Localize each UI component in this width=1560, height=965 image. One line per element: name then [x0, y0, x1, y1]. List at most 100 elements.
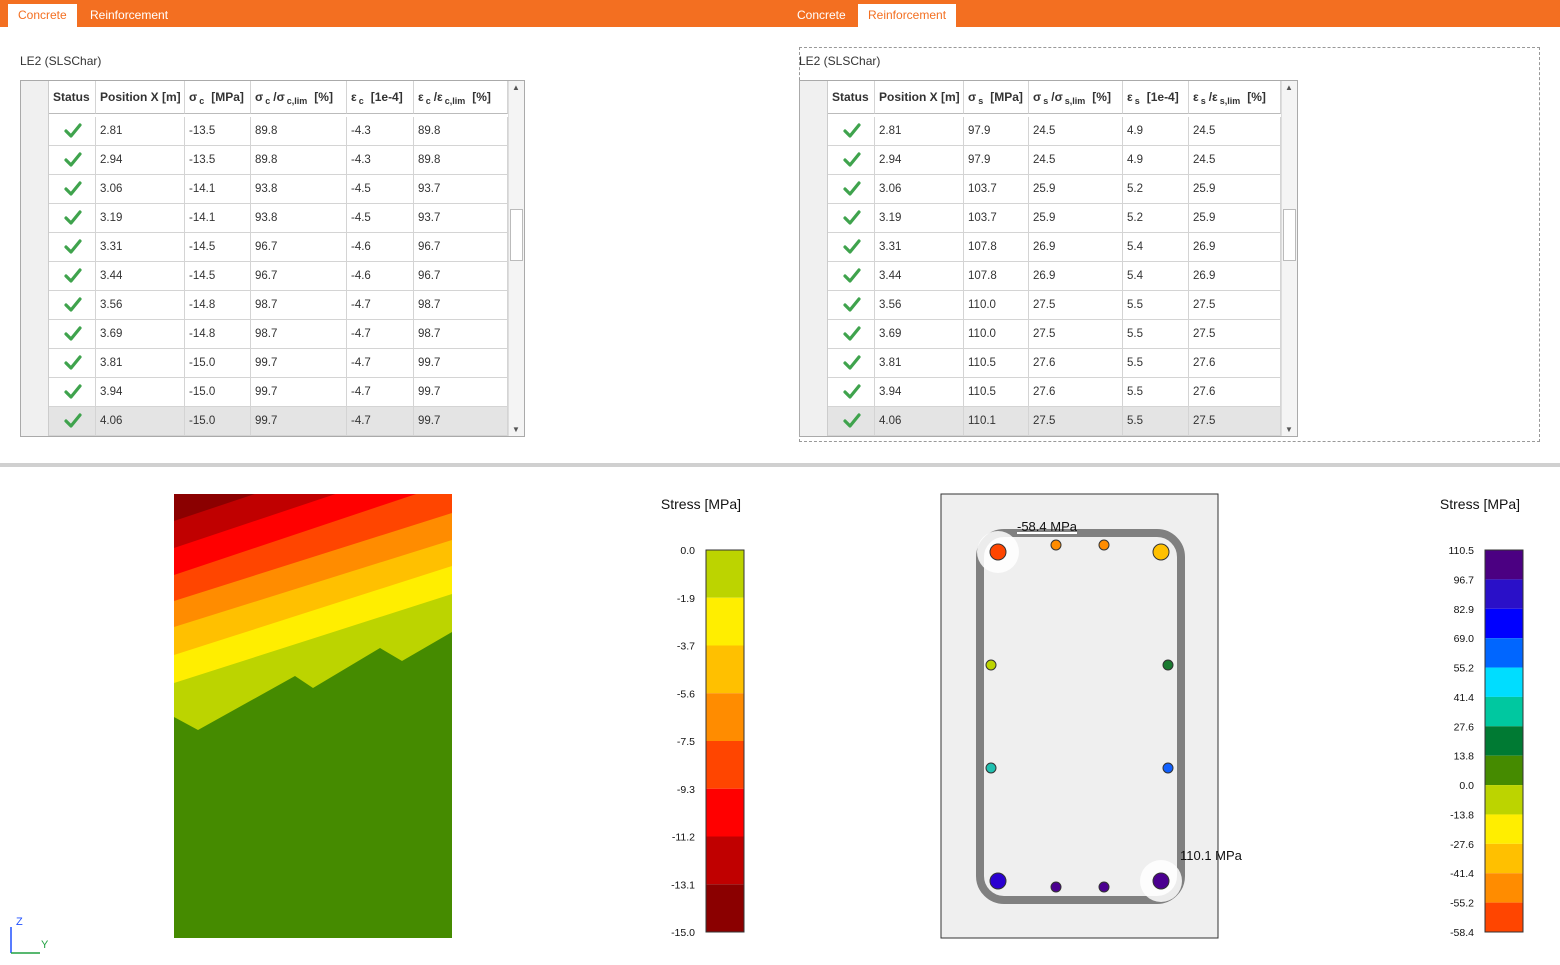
header-text: Status	[53, 90, 90, 104]
header-text: Status	[832, 90, 869, 104]
table-cell: -4.7	[347, 320, 414, 349]
rebar[interactable]	[1162, 659, 1174, 671]
column-header[interactable]: Status	[49, 81, 96, 114]
table-cell: 110.1	[964, 407, 1029, 436]
rebar[interactable]	[1098, 881, 1110, 893]
status-cell	[49, 233, 96, 262]
status-ok-icon	[64, 210, 82, 225]
scroll-thumb[interactable]	[510, 209, 523, 261]
table-cell: 96.7	[414, 233, 508, 262]
splitter[interactable]	[0, 463, 1560, 467]
rebar[interactable]	[1098, 539, 1110, 551]
status-cell	[828, 407, 875, 436]
status-cell	[828, 204, 875, 233]
rebar[interactable]	[985, 762, 997, 774]
scroll-up[interactable]: ▲	[512, 83, 520, 92]
tab[interactable]: Reinforcement	[858, 4, 957, 27]
table-cell: 93.7	[414, 175, 508, 204]
legend-label: 13.8	[1454, 751, 1475, 763]
column-header[interactable]: Position X [m]	[875, 81, 964, 114]
status-cell	[49, 320, 96, 349]
table-cell: 97.9	[964, 146, 1029, 175]
table-cell: 25.9	[1189, 204, 1281, 233]
table-cell: 96.7	[251, 233, 347, 262]
table-cell: 4.9	[1123, 146, 1189, 175]
table-cell: 3.44	[875, 262, 964, 291]
legend-label: -13.1	[671, 879, 695, 891]
rebar[interactable]	[989, 872, 1007, 890]
status-ok-icon	[843, 297, 861, 312]
table-cell: 99.7	[414, 407, 508, 436]
stirrup	[976, 529, 1185, 904]
panel-title: LE2 (SLSChar)	[20, 54, 102, 68]
legend-label: -15.0	[671, 927, 695, 939]
table-cell: -4.7	[347, 378, 414, 407]
table-cell: 24.5	[1029, 117, 1123, 146]
legend-swatch	[706, 550, 744, 598]
status-cell	[828, 291, 875, 320]
axis-glyph: Z Y	[10, 916, 49, 954]
rebar[interactable]	[1162, 762, 1174, 774]
column-header[interactable]: σ s [MPa]	[964, 81, 1029, 114]
status-ok-icon	[64, 123, 82, 138]
table-cell: 5.5	[1123, 291, 1189, 320]
table-cell: 110.5	[964, 349, 1029, 378]
status-ok-icon	[64, 355, 82, 370]
column-header[interactable]: ε s [1e-4]	[1123, 81, 1189, 114]
scroll-up[interactable]: ▲	[1285, 83, 1293, 92]
table-cell: 24.5	[1189, 146, 1281, 175]
column-header[interactable]: ε c/ε c,lim [%]	[414, 81, 508, 114]
rebar[interactable]	[985, 659, 997, 671]
column-header[interactable]: ε c [1e-4]	[347, 81, 414, 114]
table-cell: 26.9	[1029, 233, 1123, 262]
rebar[interactable]	[1152, 872, 1170, 890]
status-ok-icon	[843, 152, 861, 167]
annotation: -58.4 MPa	[1017, 519, 1078, 534]
table-cell: 3.19	[875, 204, 964, 233]
status-cell	[828, 175, 875, 204]
table-cell: 27.6	[1029, 349, 1123, 378]
legend-label: -3.7	[677, 641, 695, 653]
table-cell: 27.5	[1029, 291, 1123, 320]
table-cell: 27.5	[1029, 320, 1123, 349]
scroll-thumb[interactable]	[1283, 209, 1296, 261]
column-header[interactable]: Status	[828, 81, 875, 114]
legend-frame	[1484, 549, 1524, 933]
legend-label: -5.6	[677, 688, 695, 700]
table-cell: 96.7	[251, 262, 347, 291]
table-cell: 98.7	[414, 291, 508, 320]
legend-label: -41.4	[1450, 868, 1474, 880]
column-header[interactable]: Position X [m]	[96, 81, 185, 114]
tab[interactable]: Concrete	[8, 4, 77, 27]
legend-swatch	[1485, 667, 1523, 697]
status-ok-icon	[64, 152, 82, 167]
axis-label: Z	[16, 916, 23, 928]
status-cell	[49, 378, 96, 407]
header-subscript: c	[265, 96, 271, 107]
rebar[interactable]	[1050, 539, 1062, 551]
table-cell: -4.6	[347, 262, 414, 291]
panel-title: LE2 (SLSChar)	[799, 54, 881, 68]
table-cell: 99.7	[414, 349, 508, 378]
status-cell	[49, 117, 96, 146]
table-cell: 4.06	[875, 407, 964, 436]
rebar[interactable]	[1050, 881, 1062, 893]
table-cell: 97.9	[964, 117, 1029, 146]
rebar[interactable]	[1152, 543, 1170, 561]
header-text: [1e-4]	[370, 90, 403, 104]
table-cell: 107.8	[964, 233, 1029, 262]
header-text: /ε	[1208, 90, 1218, 104]
legend-label: 82.9	[1454, 604, 1475, 616]
scroll-down[interactable]: ▼	[1285, 425, 1293, 434]
tab[interactable]: Reinforcement	[90, 8, 169, 22]
rebar[interactable]	[989, 543, 1007, 561]
scroll-down[interactable]: ▼	[512, 425, 520, 434]
legend-swatch	[1485, 550, 1523, 580]
header-text: /ε	[433, 90, 443, 104]
column-header[interactable]: σ s/σ s,lim [%]	[1029, 81, 1123, 114]
column-header[interactable]: σ c [MPa]	[185, 81, 251, 114]
tab[interactable]: Concrete	[797, 8, 846, 22]
column-header[interactable]: σ c/σ c,lim [%]	[251, 81, 347, 114]
status-cell	[49, 349, 96, 378]
column-header[interactable]: ε s/ε s,lim [%]	[1189, 81, 1281, 114]
